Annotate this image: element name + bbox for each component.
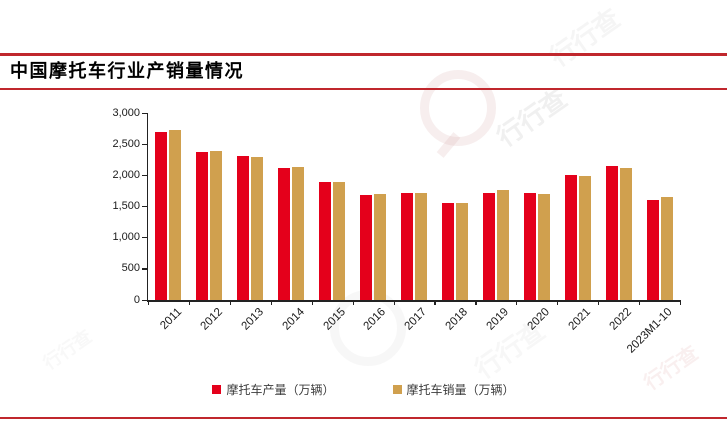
bar-sales-2018 <box>455 202 468 300</box>
bar-production-2020 <box>523 193 536 300</box>
bar-sales-2020 <box>537 193 550 300</box>
x-axis-tick <box>680 300 682 305</box>
y-axis-tick <box>142 112 147 114</box>
x-axis-tick <box>311 300 313 305</box>
bar-production-2022 <box>605 166 618 300</box>
y-axis-label: 2,000 <box>112 168 140 181</box>
bar-sales-2016 <box>374 194 387 300</box>
bar-sales-2022 <box>619 167 632 300</box>
y-axis-tick <box>142 143 147 145</box>
x-axis-tick <box>475 300 477 305</box>
watermark-text: 行行查 <box>544 3 626 73</box>
x-axis-tick <box>188 300 191 305</box>
bar-production-2011 <box>155 131 168 300</box>
bar-sales-2021 <box>578 175 591 300</box>
x-axis-tick <box>270 300 272 305</box>
bar-sales-2014 <box>292 166 305 300</box>
y-axis-line <box>146 113 148 302</box>
bar-production-2017 <box>401 193 413 300</box>
y-axis-tick <box>142 174 147 177</box>
legend-item-production: 摩托车产量（万辆） <box>212 381 335 398</box>
page-title: 中国摩托车行业产销量情况 <box>10 61 244 82</box>
y-axis-label: 1,000 <box>112 231 140 244</box>
bar-production-2015 <box>319 182 332 300</box>
x-axis-tick <box>639 300 641 305</box>
y-axis-tick <box>142 268 147 270</box>
bar-sales-2017 <box>415 193 427 300</box>
x-axis-line <box>146 300 680 302</box>
y-axis-label: 500 <box>121 262 140 275</box>
bar-production-2018 <box>441 203 454 300</box>
x-axis-tick <box>516 300 518 305</box>
x-axis-tick <box>229 300 232 305</box>
bar-production-2012 <box>196 151 209 300</box>
footer-rule <box>0 417 727 419</box>
x-axis-tick <box>434 300 436 305</box>
x-axis-tick <box>352 300 354 305</box>
y-axis-label: 3,000 <box>112 106 140 119</box>
y-axis-label: 2,500 <box>112 137 140 150</box>
bar-sales-2012 <box>210 151 223 300</box>
bar-production-2014 <box>278 167 291 300</box>
bar-production-2016 <box>360 194 373 300</box>
bar-production-2019 <box>482 193 495 300</box>
legend-label-production: 摩托车产量（万辆） <box>226 383 335 397</box>
legend-item-sales: 摩托车销量（万辆） <box>392 381 515 398</box>
header-bottom-rule <box>0 88 727 90</box>
y-axis-tick <box>142 299 147 301</box>
bar-sales-2013 <box>251 157 264 300</box>
chart-legend: 摩托车产量（万辆） 摩托车销量（万辆） <box>0 381 727 398</box>
y-axis-label: 1,500 <box>112 200 140 212</box>
x-axis-tick <box>393 300 395 305</box>
bar-production-2013 <box>237 156 250 300</box>
watermark-text: 行行查 <box>39 326 96 374</box>
y-axis-label: 0 <box>133 293 140 306</box>
watermark-magnifier-icon <box>420 70 496 158</box>
x-axis-tick <box>148 300 150 305</box>
bar-production-2021 <box>564 175 577 300</box>
watermark-text: 行行查 <box>491 83 573 153</box>
bar-production-2023M1-10 <box>646 199 659 300</box>
x-axis-tick <box>598 300 600 305</box>
legend-label-sales: 摩托车销量（万辆） <box>406 383 515 397</box>
sales-series-swatch-icon <box>392 385 402 394</box>
bar-sales-2015 <box>333 181 346 300</box>
production-series-swatch-icon <box>212 385 222 394</box>
y-axis-tick <box>142 206 147 208</box>
bar-sales-2011 <box>169 130 182 300</box>
y-axis-tick <box>142 237 147 239</box>
x-axis-tick <box>557 300 559 305</box>
header-top-rule <box>0 53 727 56</box>
bar-sales-2019 <box>496 189 509 300</box>
bar-sales-2023M1-10 <box>660 196 673 300</box>
